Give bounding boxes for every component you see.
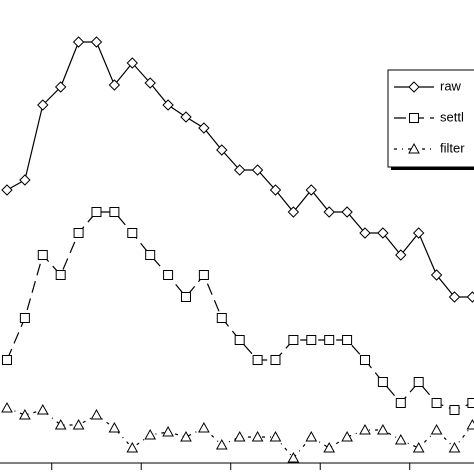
marker [412, 227, 425, 239]
marker [233, 164, 246, 176]
marker [306, 335, 317, 345]
marker [466, 291, 474, 303]
marker [342, 335, 353, 345]
marker [180, 111, 192, 123]
marker [430, 423, 443, 435]
marker [413, 377, 424, 387]
series-line [6, 211, 473, 411]
marker [215, 438, 228, 450]
marker [162, 99, 174, 111]
marker [251, 164, 264, 176]
marker [467, 398, 474, 408]
marker [394, 433, 407, 445]
marker [90, 408, 103, 420]
marker [180, 430, 192, 442]
legend-label: filter [440, 140, 465, 155]
marker [408, 142, 420, 154]
marker [408, 81, 420, 93]
marker [252, 355, 263, 365]
legend-label: raw [440, 78, 462, 93]
series-line [6, 407, 473, 459]
marker [359, 227, 371, 239]
marker [127, 228, 138, 238]
marker [431, 398, 442, 408]
marker [287, 451, 300, 463]
marker [270, 355, 281, 365]
marker [233, 430, 246, 442]
marker [108, 421, 121, 433]
marker [37, 99, 49, 111]
marker [216, 313, 227, 323]
marker [126, 57, 138, 69]
marker [234, 335, 245, 345]
marker [1, 401, 13, 413]
marker [449, 405, 460, 415]
marker [198, 270, 209, 280]
marker [90, 36, 103, 48]
marker [54, 81, 67, 93]
marker [163, 270, 174, 280]
marker [323, 206, 335, 218]
marker [91, 207, 102, 217]
marker [72, 418, 85, 430]
marker [37, 250, 48, 260]
marker [359, 423, 371, 435]
marker [108, 79, 121, 91]
marker [269, 184, 282, 196]
marker [395, 398, 406, 408]
marker [1, 355, 12, 365]
marker [216, 144, 228, 156]
marker [1, 184, 13, 196]
marker [55, 270, 66, 280]
marker [144, 428, 157, 440]
marker [19, 313, 30, 323]
marker [162, 425, 174, 437]
marker [430, 269, 443, 281]
marker [126, 441, 139, 453]
marker [36, 403, 49, 415]
marker [448, 441, 461, 453]
legend: raw settl filter [387, 69, 474, 170]
marker [287, 206, 300, 218]
marker [377, 377, 388, 387]
marker [359, 355, 370, 365]
marker [109, 207, 120, 217]
marker [19, 408, 31, 420]
marker [251, 430, 264, 442]
marker [54, 418, 67, 430]
marker [466, 418, 474, 430]
marker [324, 335, 335, 345]
marker [198, 421, 210, 433]
marker [269, 430, 282, 442]
marker [198, 122, 210, 134]
marker [288, 335, 299, 345]
marker [305, 430, 318, 442]
marker [19, 174, 31, 186]
marker [145, 250, 156, 260]
marker [377, 227, 389, 239]
legend-label: settl [440, 109, 464, 124]
marker [395, 249, 407, 261]
marker [180, 292, 191, 302]
marker [377, 423, 389, 435]
marker [73, 228, 84, 238]
marker [448, 291, 461, 303]
marker [323, 441, 336, 453]
marker [72, 36, 85, 48]
marker [412, 441, 425, 453]
marker [409, 113, 419, 123]
marker [144, 77, 156, 89]
marker [341, 206, 353, 218]
marker [341, 430, 353, 442]
marker [305, 184, 317, 196]
